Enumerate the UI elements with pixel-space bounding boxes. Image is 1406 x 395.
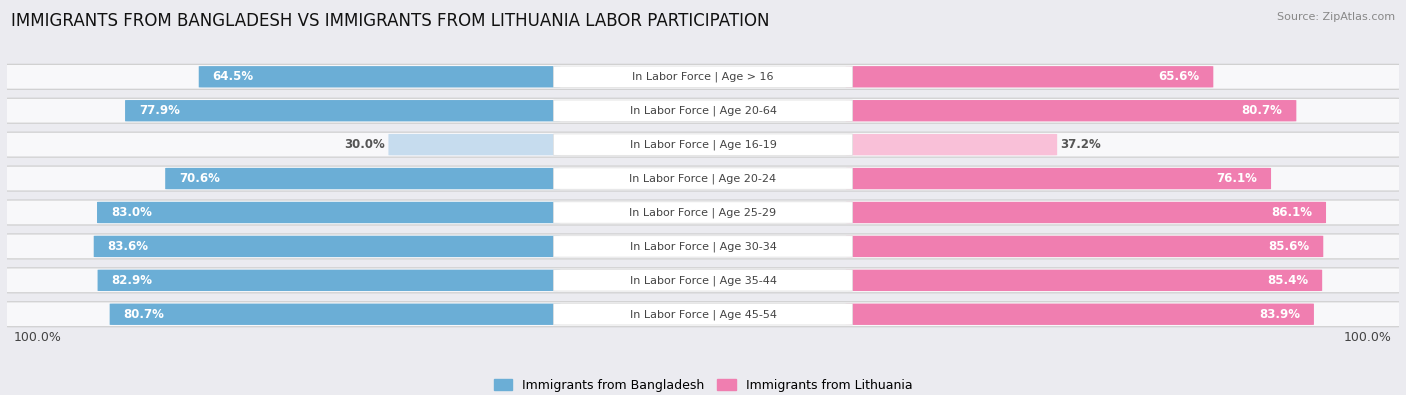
FancyBboxPatch shape xyxy=(6,302,1400,327)
FancyBboxPatch shape xyxy=(845,202,1326,223)
Text: 83.6%: 83.6% xyxy=(108,240,149,253)
FancyBboxPatch shape xyxy=(554,134,852,155)
Text: 100.0%: 100.0% xyxy=(14,331,62,344)
Text: 77.9%: 77.9% xyxy=(139,104,180,117)
FancyBboxPatch shape xyxy=(554,100,852,121)
FancyBboxPatch shape xyxy=(845,168,1271,189)
Text: 85.4%: 85.4% xyxy=(1267,274,1308,287)
Text: In Labor Force | Age > 16: In Labor Force | Age > 16 xyxy=(633,71,773,82)
FancyBboxPatch shape xyxy=(6,200,1400,225)
FancyBboxPatch shape xyxy=(554,202,852,223)
FancyBboxPatch shape xyxy=(554,304,852,325)
Text: In Labor Force | Age 20-64: In Labor Force | Age 20-64 xyxy=(630,105,776,116)
FancyBboxPatch shape xyxy=(388,134,561,155)
FancyBboxPatch shape xyxy=(110,304,561,325)
FancyBboxPatch shape xyxy=(198,66,561,87)
FancyBboxPatch shape xyxy=(6,268,1400,293)
FancyBboxPatch shape xyxy=(6,98,1400,123)
Text: 80.7%: 80.7% xyxy=(124,308,165,321)
Text: 83.0%: 83.0% xyxy=(111,206,152,219)
FancyBboxPatch shape xyxy=(845,270,1322,291)
Text: In Labor Force | Age 35-44: In Labor Force | Age 35-44 xyxy=(630,275,776,286)
FancyBboxPatch shape xyxy=(554,270,852,291)
FancyBboxPatch shape xyxy=(6,166,1400,191)
Text: 82.9%: 82.9% xyxy=(111,274,152,287)
FancyBboxPatch shape xyxy=(97,270,561,291)
Text: In Labor Force | Age 20-24: In Labor Force | Age 20-24 xyxy=(630,173,776,184)
Text: Source: ZipAtlas.com: Source: ZipAtlas.com xyxy=(1277,12,1395,22)
Text: 100.0%: 100.0% xyxy=(1344,331,1392,344)
Text: IMMIGRANTS FROM BANGLADESH VS IMMIGRANTS FROM LITHUANIA LABOR PARTICIPATION: IMMIGRANTS FROM BANGLADESH VS IMMIGRANTS… xyxy=(11,12,769,30)
Text: In Labor Force | Age 25-29: In Labor Force | Age 25-29 xyxy=(630,207,776,218)
FancyBboxPatch shape xyxy=(94,236,561,257)
Text: 85.6%: 85.6% xyxy=(1268,240,1309,253)
FancyBboxPatch shape xyxy=(6,132,1400,157)
Text: 80.7%: 80.7% xyxy=(1241,104,1282,117)
FancyBboxPatch shape xyxy=(845,134,1057,155)
Legend: Immigrants from Bangladesh, Immigrants from Lithuania: Immigrants from Bangladesh, Immigrants f… xyxy=(488,374,918,395)
Text: 64.5%: 64.5% xyxy=(212,70,253,83)
Text: In Labor Force | Age 45-54: In Labor Force | Age 45-54 xyxy=(630,309,776,320)
FancyBboxPatch shape xyxy=(6,64,1400,89)
FancyBboxPatch shape xyxy=(845,236,1323,257)
Text: In Labor Force | Age 16-19: In Labor Force | Age 16-19 xyxy=(630,139,776,150)
FancyBboxPatch shape xyxy=(6,234,1400,259)
FancyBboxPatch shape xyxy=(554,236,852,257)
FancyBboxPatch shape xyxy=(845,304,1315,325)
FancyBboxPatch shape xyxy=(165,168,561,189)
FancyBboxPatch shape xyxy=(554,168,852,189)
Text: 30.0%: 30.0% xyxy=(344,138,385,151)
FancyBboxPatch shape xyxy=(845,66,1213,87)
FancyBboxPatch shape xyxy=(845,100,1296,121)
Text: 86.1%: 86.1% xyxy=(1271,206,1312,219)
FancyBboxPatch shape xyxy=(97,202,561,223)
Text: 83.9%: 83.9% xyxy=(1258,308,1301,321)
Text: 70.6%: 70.6% xyxy=(179,172,219,185)
Text: 76.1%: 76.1% xyxy=(1216,172,1257,185)
Text: 37.2%: 37.2% xyxy=(1060,138,1101,151)
FancyBboxPatch shape xyxy=(554,66,852,87)
Text: In Labor Force | Age 30-34: In Labor Force | Age 30-34 xyxy=(630,241,776,252)
FancyBboxPatch shape xyxy=(125,100,561,121)
Text: 65.6%: 65.6% xyxy=(1159,70,1199,83)
